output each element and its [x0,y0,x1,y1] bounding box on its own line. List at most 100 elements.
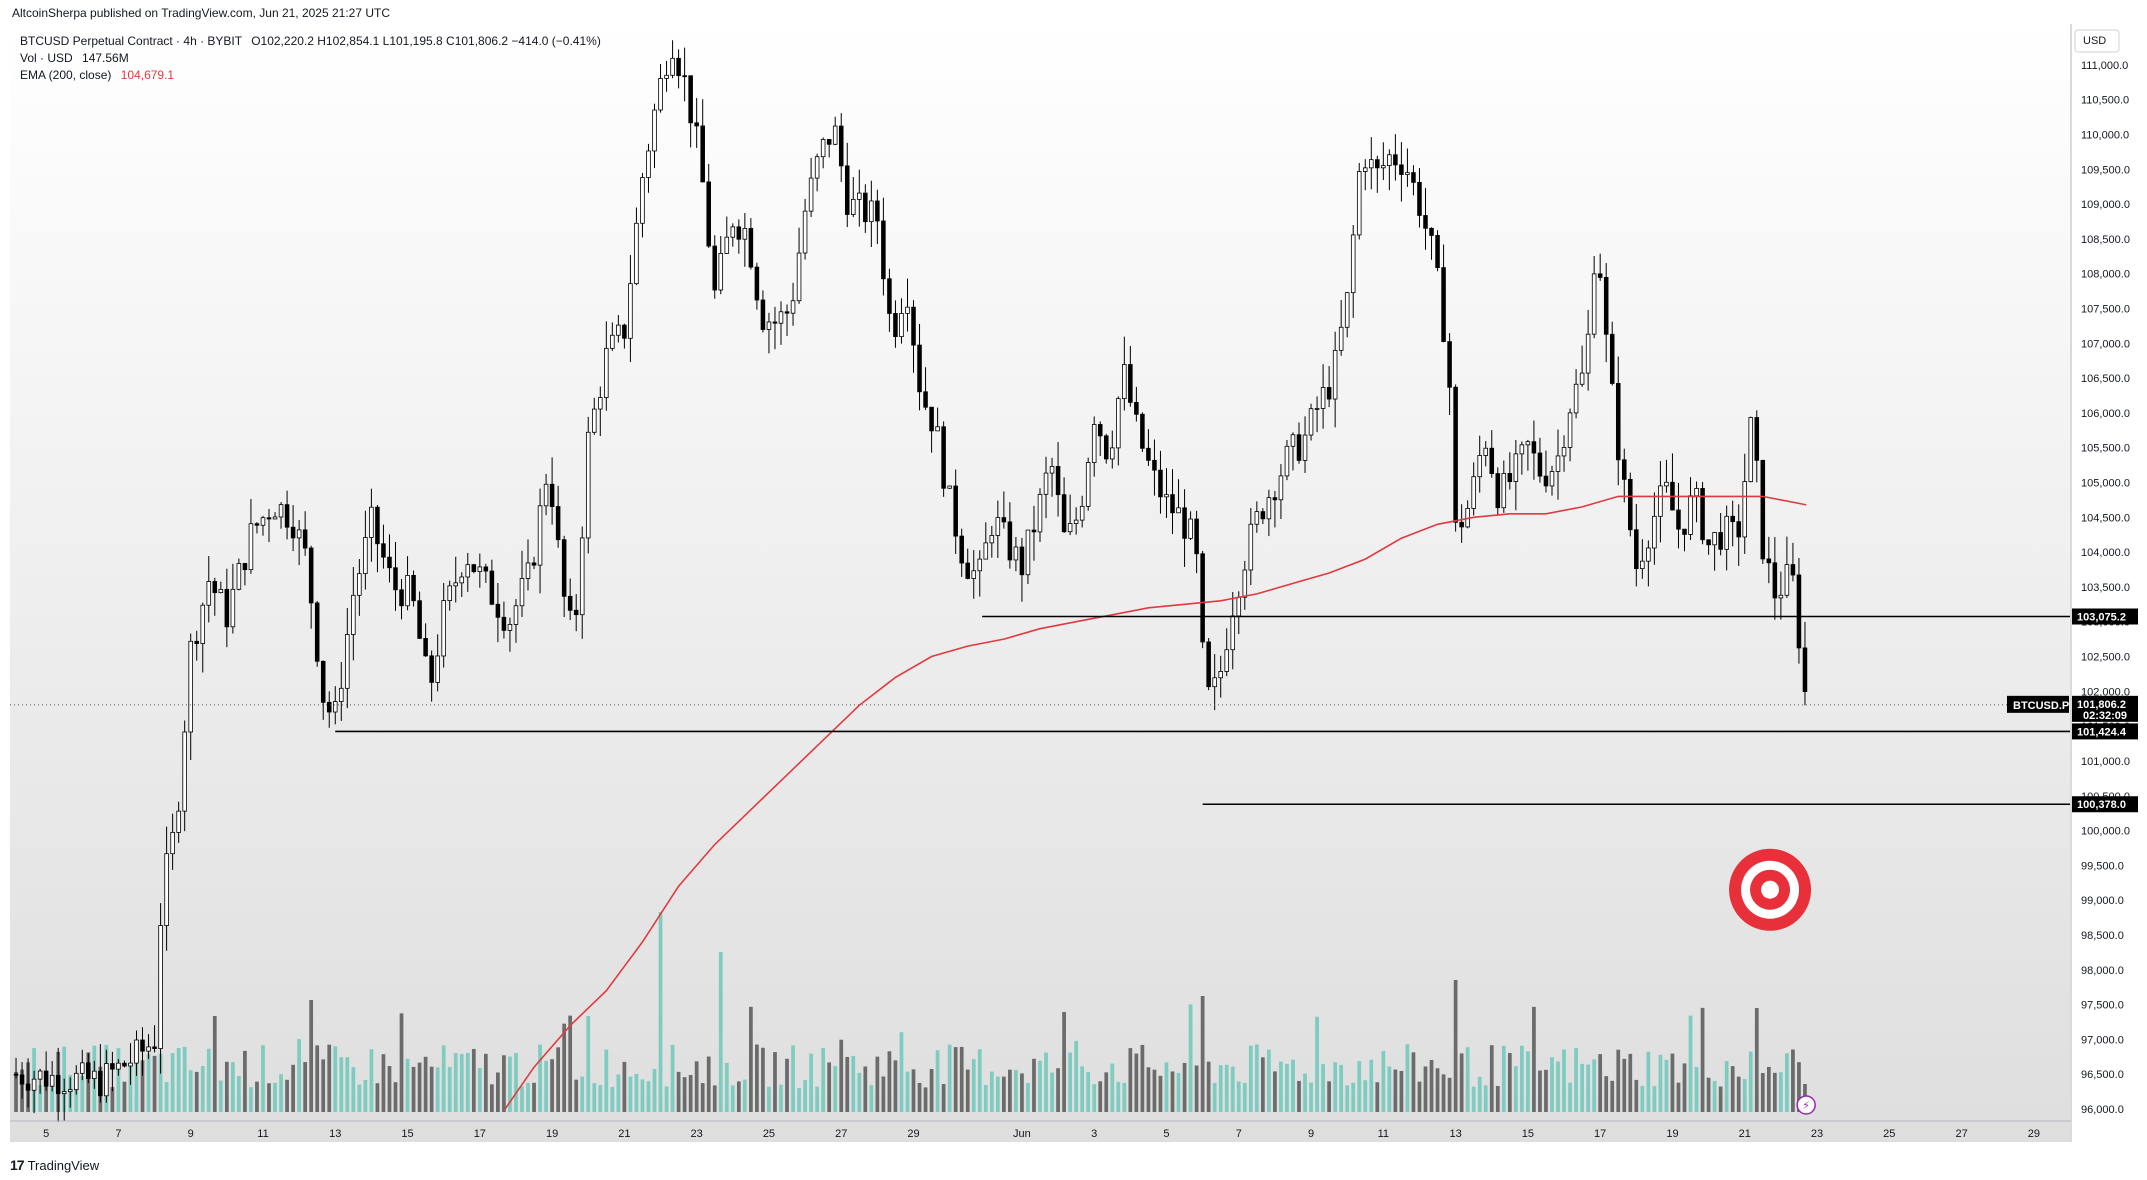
candle-body [887,278,892,314]
candle-body [754,266,760,301]
candle-body [37,1070,43,1080]
volume-bar [453,1053,458,1112]
price-tick-label: 100,000.0 [2081,826,2130,838]
price-tick-label: 97,000.0 [2081,1034,2124,1046]
candle-body [525,562,531,579]
candle-body [1615,383,1621,461]
candle-body [140,1039,145,1052]
candle-body [320,660,326,703]
candle-body [465,564,471,578]
candle-body [1128,364,1133,403]
candle-body [1603,277,1609,335]
price-tick-label: 102,500.0 [2081,652,2130,664]
candle-body [1609,333,1615,384]
candle-body [1079,505,1085,521]
candle-body [1375,159,1380,169]
candle-body [1634,529,1639,570]
price-tick-label: 107,000.0 [2081,338,2130,350]
volume-bar [134,1049,139,1112]
candle-body [1194,518,1199,555]
volume-bar [1556,1061,1560,1112]
candle-body [1423,215,1428,229]
candle-body [935,426,940,432]
volume-bar [465,1052,470,1112]
ema-layer [504,495,1807,1110]
candle-body [1116,398,1121,449]
price-tick-label: 101,000.0 [2081,756,2130,768]
volume-bar [122,1081,127,1112]
countdown-text: 02:32:09 [2083,710,2127,722]
candle-body [477,566,483,572]
candle-body [1332,349,1338,400]
volume-bar [742,1079,747,1112]
candle-body [1338,326,1344,351]
candle-body [851,198,856,215]
candle-body [995,517,1001,536]
volume-bar [14,1071,18,1112]
time-tick-label: 7 [1236,1128,1242,1140]
volume-bar [1020,1073,1024,1112]
volume-bar [1194,1065,1199,1112]
volume-bar [230,1062,235,1112]
candle-body [1176,507,1181,514]
candle-body [616,324,621,336]
candle-body [1007,521,1013,561]
volume-bar [1026,1082,1030,1112]
legend-symbol-row: BTCUSD Perpetual Contract · 4h · BYBIT O… [20,34,601,48]
candle-body [826,139,832,145]
time-tick-label: 5 [1163,1128,1169,1140]
candle-body [1260,511,1266,520]
time-tick-label: 19 [1666,1128,1678,1140]
candle-body [1706,539,1711,546]
candle-body [1302,434,1308,461]
volume-bar [249,1087,253,1112]
volume-bar [1285,1063,1289,1112]
candle-body [1146,447,1151,461]
volume-bar [1218,1065,1223,1112]
volume-bar [977,1049,982,1112]
candle-body [1760,459,1766,560]
candle-body [622,324,627,339]
volume-bar [158,1053,163,1112]
support-levels [10,615,2070,806]
candle-body [1284,445,1290,477]
volume-bar [1532,1006,1536,1112]
chart-frame[interactable]: ⚡ USD 96,000.0 96,500.0 97,000.0 97,500.0 98,… [10,24,2147,1148]
candle-body [1049,466,1055,474]
volume-bar [652,1068,657,1112]
volume-bar [429,1066,434,1112]
candle-body [483,566,489,572]
candle-body [1387,154,1392,167]
price-tick-label: 98,000.0 [2081,965,2124,977]
volume-bar [1260,1057,1265,1112]
volume-bar [1700,1007,1705,1112]
volume-bar [947,1044,952,1112]
volume-bar [1242,1082,1247,1112]
volume-bar [224,1061,229,1112]
candle-body [236,563,242,590]
volume-bar [1134,1053,1139,1112]
volume-bar [1098,1081,1103,1112]
volume-bar [953,1047,958,1112]
candle-body [748,228,754,268]
candle-body [1182,507,1187,539]
volume-bar [1399,1070,1404,1112]
plot-background [10,24,2070,1142]
volume-bar [670,1044,675,1112]
volume-bar [291,1064,295,1112]
price-tick-label: 111,000.0 [2081,60,2128,72]
candle-body [610,334,615,349]
candle-body [1501,473,1507,509]
tradingview-logo[interactable]: 17 TradingView [10,1157,99,1173]
price-tick-label: 104,500.0 [2081,512,2130,524]
last-price-tag [2072,695,2138,722]
brand-name: TradingView [27,1157,100,1173]
candle-body [875,200,880,222]
price-chart[interactable]: ⚡ USD 96,000.0 96,500.0 97,000.0 97,500.0 98,… [10,24,2147,1148]
volume-bar [1068,1052,1072,1112]
candle-body [507,624,513,631]
candle-body [423,637,428,657]
volume-bar [526,1082,530,1112]
tradingview-logo-icon: 17 [10,1157,25,1173]
volume-bar [857,1072,862,1112]
